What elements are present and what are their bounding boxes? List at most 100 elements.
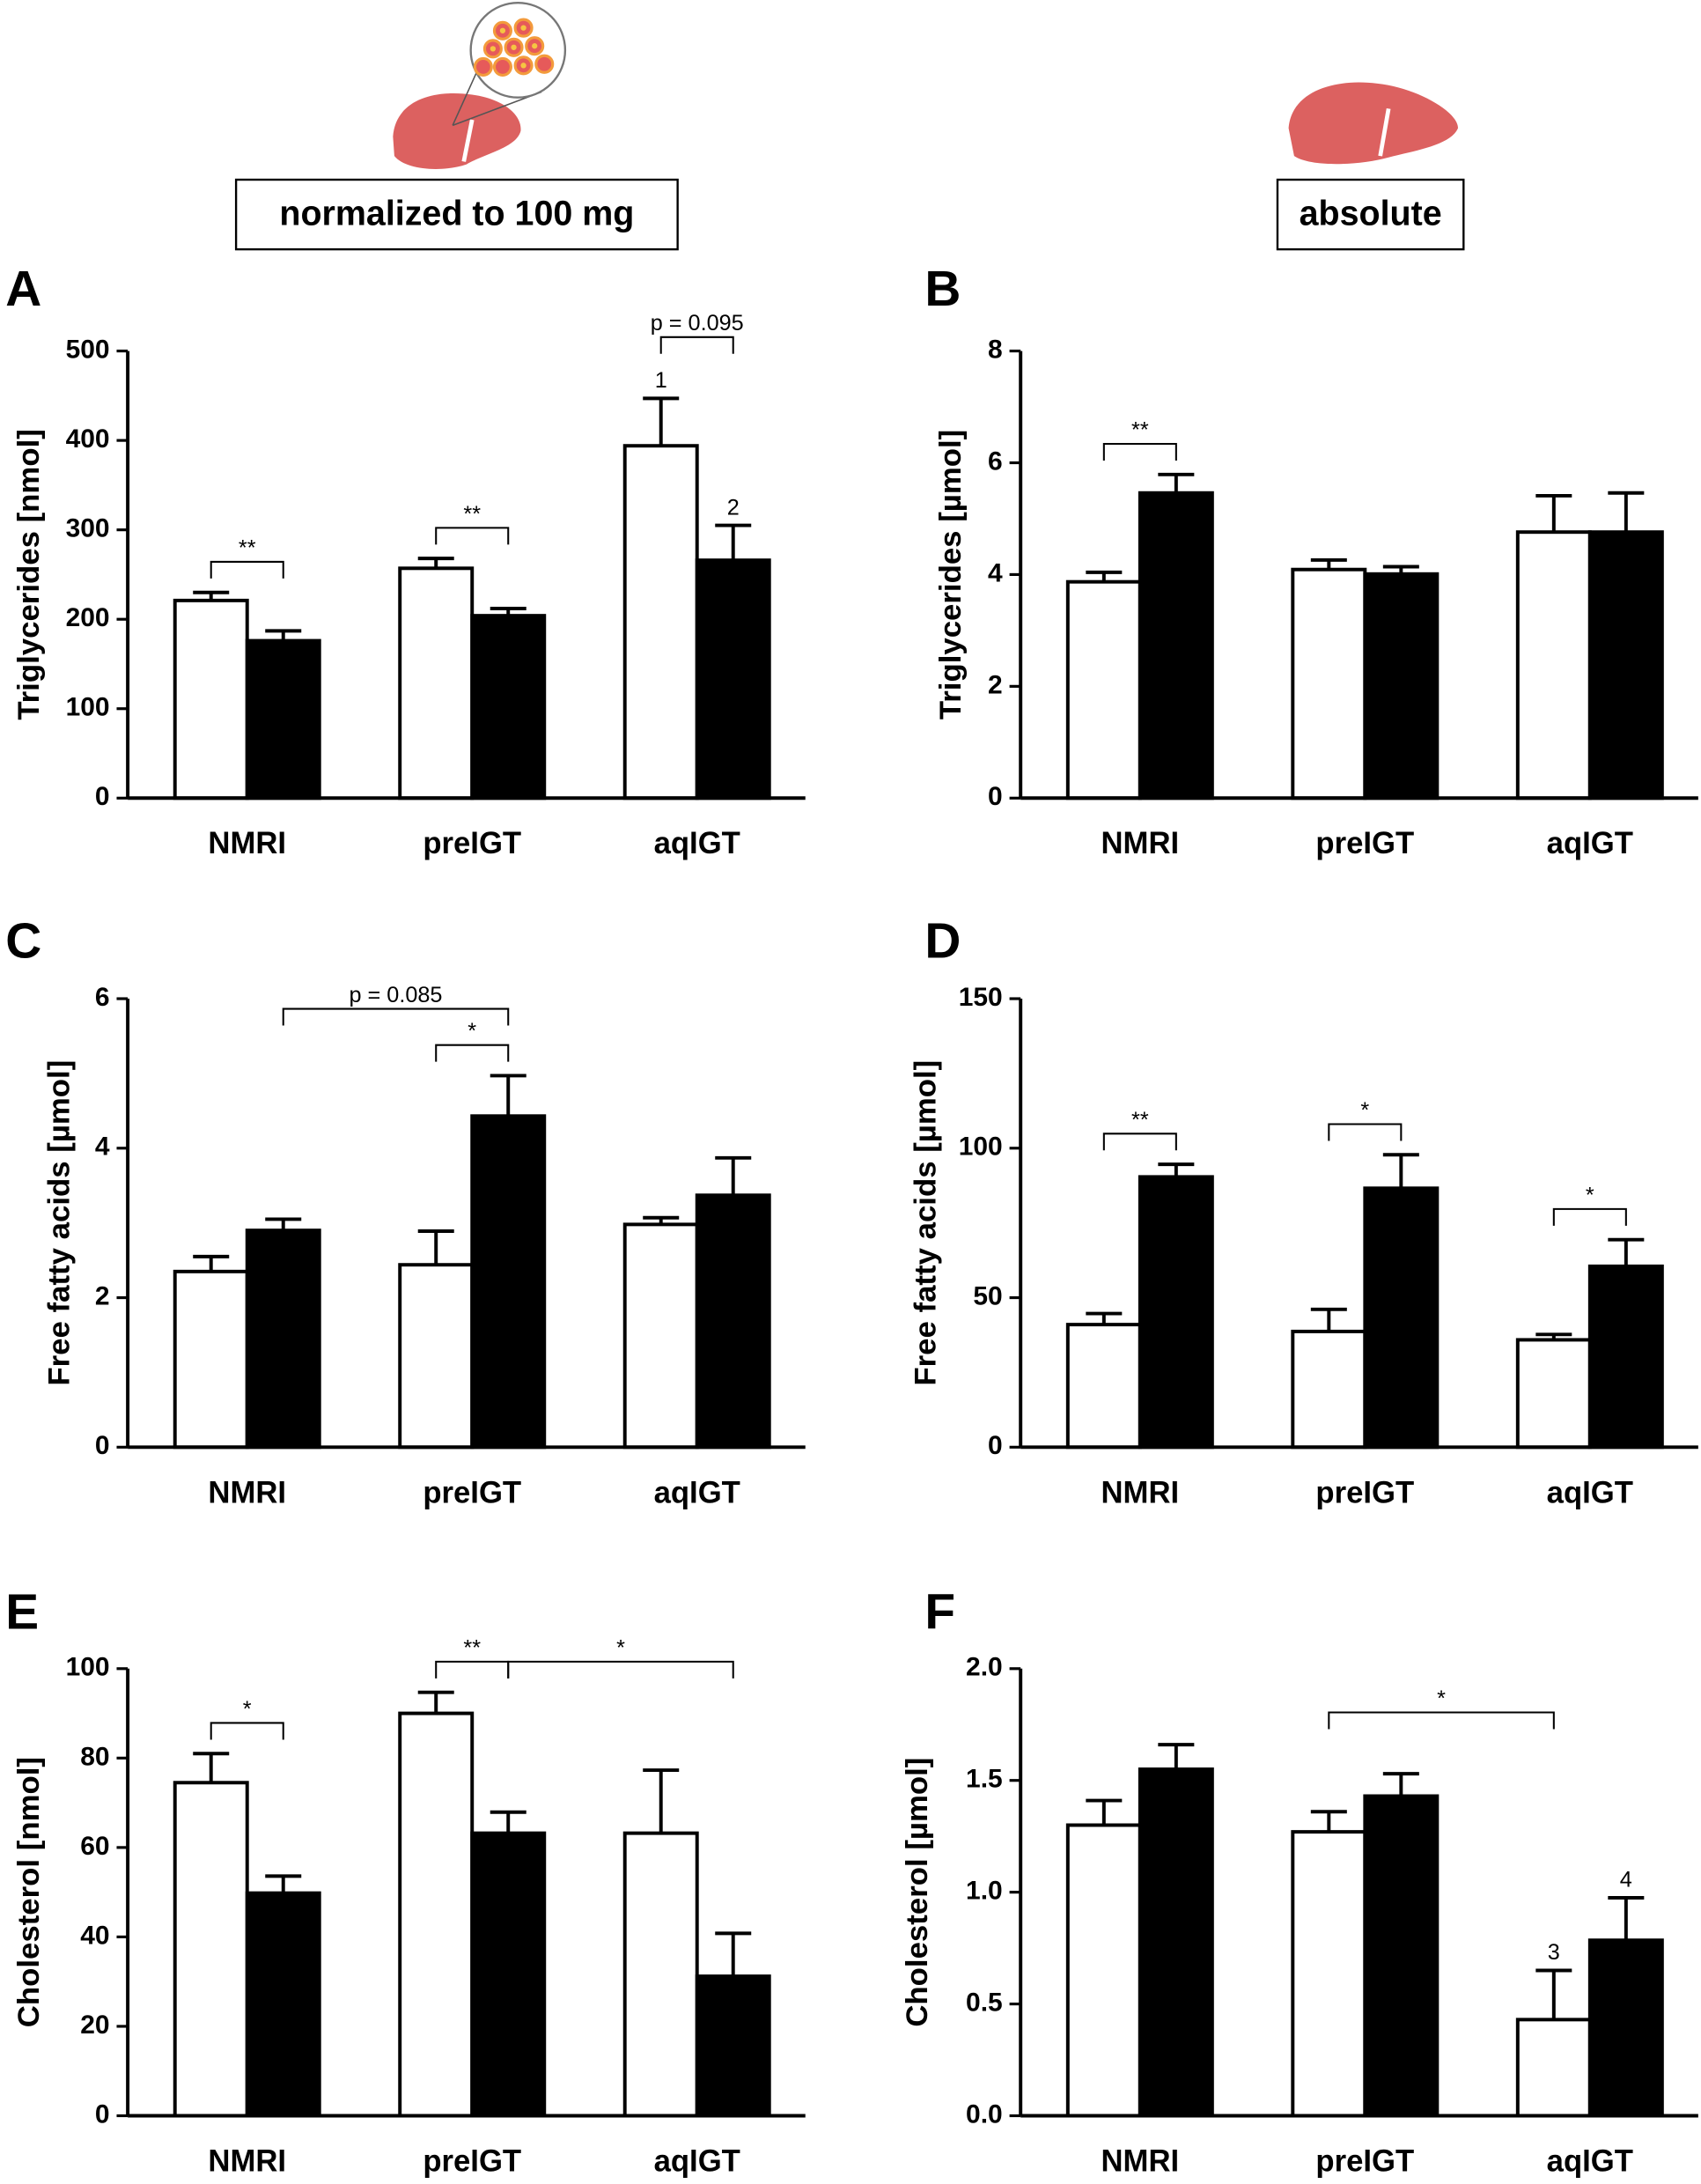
y-tick-label: 300 bbox=[66, 514, 110, 543]
bar bbox=[1138, 1767, 1214, 2118]
y-tick-label: 0.0 bbox=[966, 2099, 1003, 2129]
x-tick-label: aqIGT bbox=[1547, 827, 1633, 860]
x-tick-label: preIGT bbox=[1315, 1476, 1414, 1509]
bar bbox=[470, 1114, 547, 1450]
bar-note: 4 bbox=[1620, 1868, 1632, 1893]
y-tick-label: 2.0 bbox=[966, 1653, 1003, 1682]
y-tick-label: 100 bbox=[66, 1653, 110, 1682]
bar-note: 3 bbox=[1548, 1940, 1560, 1965]
bar bbox=[1587, 1264, 1664, 1450]
significance-label: ** bbox=[463, 1635, 481, 1660]
x-tick-label: NMRI bbox=[1101, 827, 1180, 860]
significance-bracket bbox=[210, 560, 284, 579]
x-tick-label: aqIGT bbox=[654, 2144, 740, 2178]
bar bbox=[1515, 1338, 1592, 1450]
significance-bracket bbox=[282, 1007, 510, 1026]
x-tick-label: preIGT bbox=[423, 827, 521, 860]
bar bbox=[695, 1193, 771, 1450]
bar bbox=[695, 1974, 771, 2118]
significance-bracket bbox=[210, 1722, 284, 1740]
bar bbox=[1515, 530, 1592, 801]
y-tick-label: 0 bbox=[988, 782, 1003, 811]
y-tick-label: 40 bbox=[80, 1921, 109, 1950]
y-tick-label: 8 bbox=[988, 335, 1003, 364]
significance-label: * bbox=[468, 1019, 476, 1044]
significance-bracket bbox=[435, 1660, 510, 1679]
bar bbox=[1291, 567, 1367, 801]
bar bbox=[1363, 572, 1440, 801]
y-axis-label: Free fatty acids [µmol] bbox=[43, 1060, 77, 1386]
bar bbox=[1065, 1823, 1142, 2118]
y-tick-label: 0 bbox=[988, 1431, 1003, 1460]
y-tick-label: 60 bbox=[80, 1832, 109, 1861]
panel-letter: B bbox=[924, 262, 961, 317]
significance-bracket bbox=[435, 1044, 510, 1062]
significance-label: p = 0.095 bbox=[651, 311, 744, 336]
header-box bbox=[234, 178, 679, 251]
x-tick-label: preIGT bbox=[423, 2144, 521, 2178]
header: normalized to 100 mg bbox=[279, 195, 634, 233]
bar bbox=[173, 1269, 249, 1450]
y-tick-label: 0.5 bbox=[966, 1988, 1003, 2017]
y-tick-label: 150 bbox=[959, 983, 1003, 1012]
significance-bracket bbox=[1328, 1123, 1403, 1141]
y-tick-label: 1.0 bbox=[966, 1877, 1003, 1906]
bar bbox=[470, 1831, 547, 2118]
bar bbox=[470, 614, 547, 801]
bar bbox=[173, 1781, 249, 2118]
x-tick-label: NMRI bbox=[208, 1476, 286, 1509]
x-tick-label: aqIGT bbox=[654, 1476, 740, 1509]
bar-note: 1 bbox=[655, 368, 667, 393]
y-tick-label: 1.5 bbox=[966, 1765, 1003, 1794]
bar bbox=[622, 1222, 699, 1450]
significance-label: ** bbox=[463, 502, 481, 527]
y-tick-label: 100 bbox=[66, 693, 110, 722]
y-tick-label: 4 bbox=[988, 558, 1003, 587]
bar bbox=[1587, 1938, 1664, 2118]
panel-letter: C bbox=[5, 913, 41, 969]
significance-bracket bbox=[507, 1660, 734, 1679]
header: absolute bbox=[1300, 195, 1442, 233]
y-tick-label: 0 bbox=[95, 2099, 110, 2129]
x-tick-label: NMRI bbox=[208, 2144, 286, 2178]
significance-bracket bbox=[1328, 1711, 1555, 1730]
significance-bracket bbox=[1552, 1207, 1627, 1226]
panel-letter: F bbox=[924, 1585, 955, 1641]
y-axis-label: Free fatty acids [µmol] bbox=[909, 1060, 943, 1386]
significance-label: ** bbox=[1131, 1108, 1149, 1133]
bar bbox=[1291, 1329, 1367, 1450]
bar bbox=[1138, 1175, 1214, 1450]
bar bbox=[245, 1891, 321, 2118]
header-box bbox=[1276, 178, 1465, 251]
panel-letter: D bbox=[924, 913, 961, 969]
y-tick-label: 50 bbox=[973, 1281, 1002, 1310]
y-tick-label: 0 bbox=[95, 782, 110, 811]
bar bbox=[173, 598, 249, 801]
y-tick-label: 500 bbox=[66, 335, 110, 364]
bar bbox=[1363, 1794, 1440, 2118]
significance-label: p = 0.085 bbox=[350, 983, 443, 1007]
x-tick-label: aqIGT bbox=[1547, 1476, 1633, 1509]
x-tick-label: NMRI bbox=[1101, 2144, 1180, 2178]
x-tick-label: NMRI bbox=[1101, 1476, 1180, 1509]
y-tick-label: 100 bbox=[959, 1133, 1003, 1162]
bar bbox=[622, 444, 699, 801]
y-tick-label: 400 bbox=[66, 424, 110, 454]
liver-icon bbox=[1288, 82, 1458, 165]
significance-label: * bbox=[1437, 1686, 1446, 1711]
x-tick-label: preIGT bbox=[1315, 827, 1414, 860]
bar bbox=[245, 638, 321, 801]
bar bbox=[398, 1263, 475, 1450]
bar bbox=[1587, 530, 1664, 801]
bar bbox=[1363, 1186, 1440, 1450]
y-axis-label: Cholesterol [nmol] bbox=[12, 1757, 46, 2027]
bar-note: 2 bbox=[727, 495, 740, 520]
significance-bracket bbox=[435, 527, 510, 545]
significance-bracket bbox=[659, 336, 734, 354]
y-tick-label: 80 bbox=[80, 1742, 109, 1771]
significance-label: * bbox=[1360, 1098, 1369, 1123]
y-tick-label: 200 bbox=[66, 603, 110, 632]
bar bbox=[245, 1228, 321, 1450]
significance-label: * bbox=[1586, 1183, 1594, 1207]
